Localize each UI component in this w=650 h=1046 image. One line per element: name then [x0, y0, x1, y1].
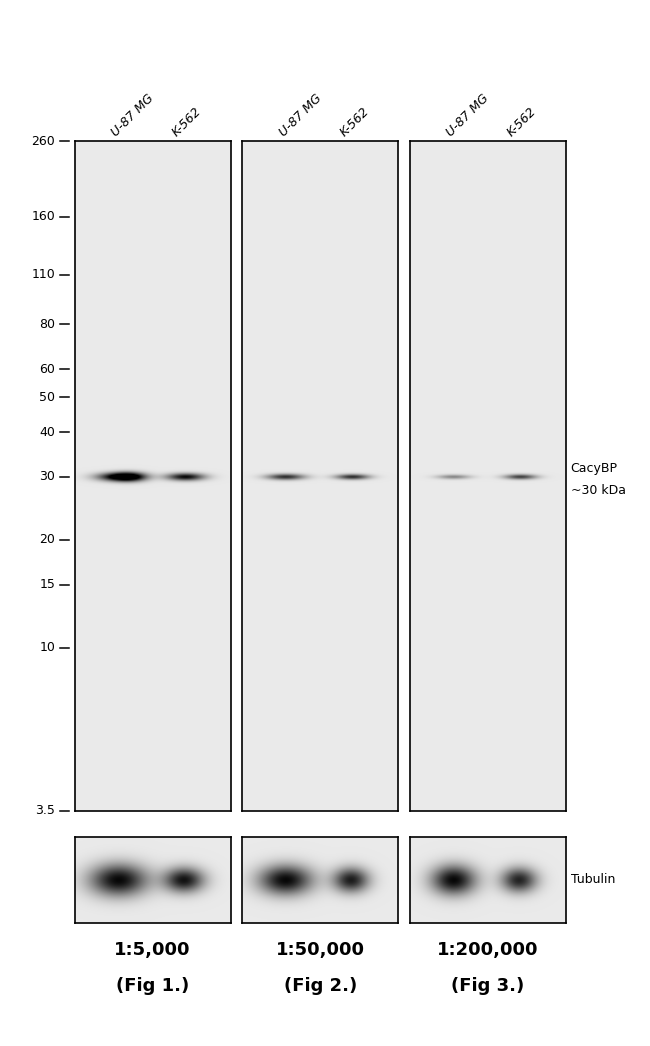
Text: 110: 110: [32, 269, 55, 281]
Text: 10: 10: [40, 641, 55, 654]
Text: U-87 MG: U-87 MG: [444, 92, 491, 139]
Text: K-562: K-562: [505, 105, 540, 139]
Text: 160: 160: [32, 210, 55, 223]
Text: 15: 15: [40, 578, 55, 591]
Text: 260: 260: [32, 135, 55, 147]
Text: Tubulin: Tubulin: [571, 873, 615, 886]
Text: K-562: K-562: [337, 105, 372, 139]
Text: U-87 MG: U-87 MG: [109, 92, 157, 139]
Text: 1:200,000: 1:200,000: [437, 941, 538, 959]
Text: 1:50,000: 1:50,000: [276, 941, 365, 959]
Text: 60: 60: [40, 363, 55, 376]
Text: 80: 80: [39, 318, 55, 331]
Text: (Fig 3.): (Fig 3.): [451, 977, 525, 995]
Text: 1:5,000: 1:5,000: [114, 941, 191, 959]
Text: ~30 kDa: ~30 kDa: [571, 484, 626, 497]
Text: 40: 40: [40, 426, 55, 438]
Text: K-562: K-562: [170, 105, 204, 139]
Text: 3.5: 3.5: [36, 804, 55, 817]
Text: (Fig 2.): (Fig 2.): [283, 977, 357, 995]
Text: 30: 30: [40, 471, 55, 483]
Text: CacyBP: CacyBP: [571, 462, 618, 475]
Text: U-87 MG: U-87 MG: [277, 92, 324, 139]
Text: 20: 20: [40, 533, 55, 546]
Text: 50: 50: [39, 391, 55, 404]
Text: (Fig 1.): (Fig 1.): [116, 977, 189, 995]
